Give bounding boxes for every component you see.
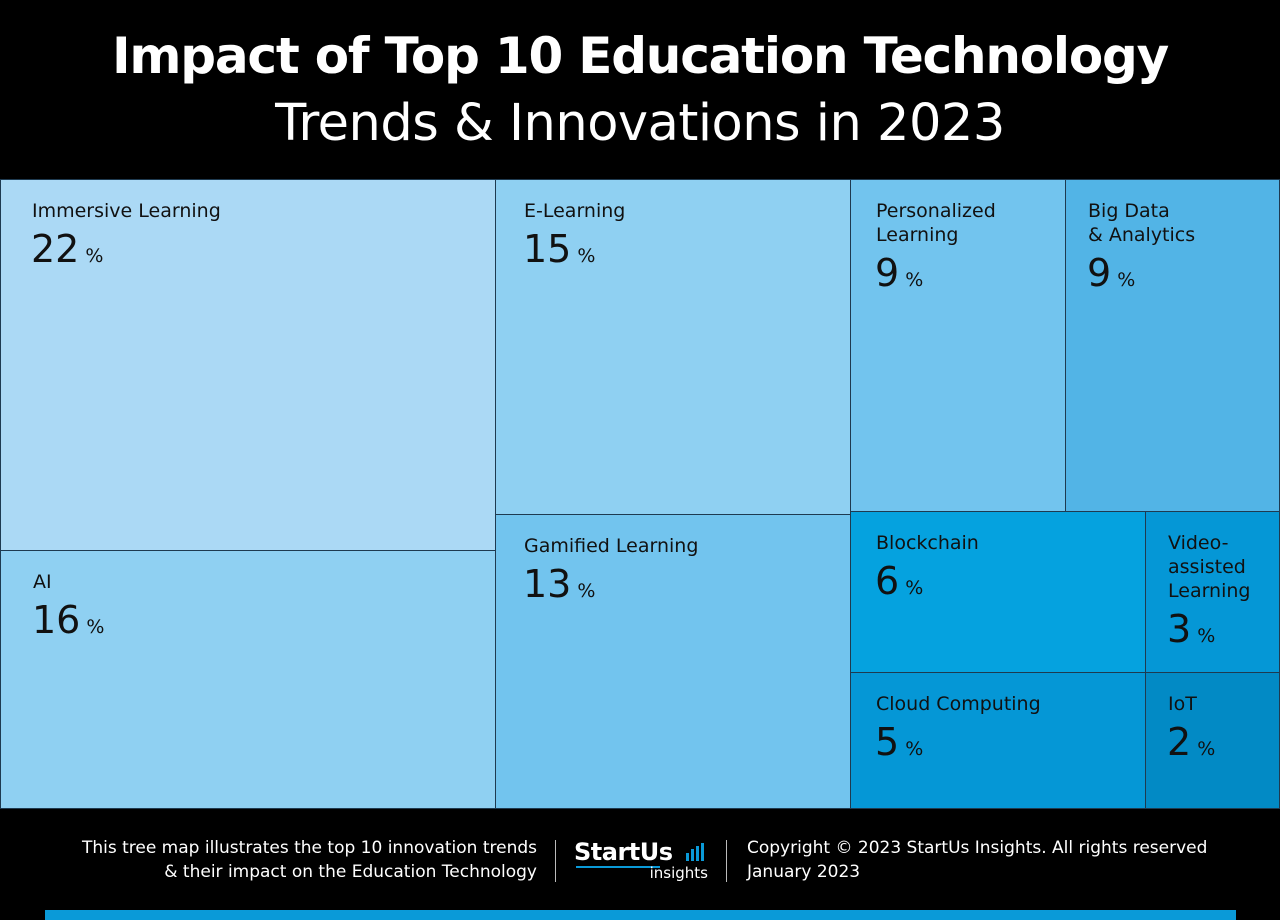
treemap-tile-video-assisted-learning: Video- assisted Learning 3% [1145,511,1280,673]
tile-value-number: 5 [875,720,900,764]
tile-value-number: 6 [875,559,900,603]
tile-value-unit: % [85,245,104,267]
chart-title: Impact of Top 10 Education Technology [111,27,1169,85]
tile-value: 9% [1087,253,1135,300]
tile-value: 16% [32,600,104,647]
footer-copyright: Copyright © 2023 StartUs Insights. All r… [747,836,1207,884]
tile-value-number: 15 [523,227,572,271]
tile-value-unit: % [905,738,924,760]
tile-label: IoT [1168,693,1197,715]
logo-subtext: insights [649,864,708,882]
treemap-tile-iot: IoT 2% [1145,672,1280,809]
copyright-text: Copyright © 2023 StartUs Insights. All r… [747,838,1208,858]
treemap-tile-personalized-learning: Personalized Learning 9% [850,179,1066,512]
tile-value-unit: % [577,580,596,602]
tile-label: Gamified Learning [524,535,699,557]
tile-value-unit: % [1117,269,1136,291]
tile-label: Immersive Learning [32,200,221,222]
tile-label: Big Data & Analytics [1088,200,1196,246]
treemap-tile-blockchain: Blockchain 6% [850,511,1146,673]
tile-label: Blockchain [876,532,979,554]
tile-value: 6% [875,561,923,608]
tile-label: AI [33,571,52,593]
tile-value-number: 22 [31,227,80,271]
tile-value: 9% [875,253,923,300]
tile-value: 22% [31,229,103,276]
tile-value: 13% [523,564,595,611]
startus-insights-logo: StartUs insights [574,838,708,884]
tile-value: 3% [1167,609,1215,656]
tile-value: 5% [875,722,923,769]
header: Impact of Top 10 Education Technology Tr… [0,0,1280,179]
footer-description-line2: & their impact on the Education Technolo… [164,862,537,882]
logo-wordmark: StartUs [574,838,673,866]
tile-value-unit: % [905,577,924,599]
treemap-tile-ai: AI 16% [0,550,496,809]
tile-value: 15% [523,229,595,276]
footer-description: This tree map illustrates the top 10 inn… [82,836,537,884]
treemap-tile-big-data-analytics: Big Data & Analytics 9% [1065,179,1280,512]
logo-underline [576,866,660,868]
tile-value: 2% [1167,722,1215,769]
footer-divider-left [555,840,556,882]
chart-subtitle: Trends & Innovations in 2023 [275,94,1005,153]
tile-value-number: 13 [523,562,572,606]
tile-label: E-Learning [524,200,626,222]
footer-divider-right [726,840,727,882]
treemap-tile-cloud-computing: Cloud Computing 5% [850,672,1146,809]
treemap-tile-e-learning: E-Learning 15% [495,179,851,515]
tile-value-number: 16 [32,598,81,642]
bottom-accent-bar [45,910,1236,920]
tile-value-unit: % [1197,738,1216,760]
treemap-tile-immersive-learning: Immersive Learning 22% [0,179,496,551]
tile-label: Cloud Computing [876,693,1041,715]
tile-value-number: 9 [875,251,900,295]
tile-value-number: 9 [1087,251,1112,295]
tile-value-number: 3 [1167,607,1192,651]
tile-label: Personalized Learning [876,200,996,246]
tile-value-unit: % [1197,625,1216,647]
tile-label: Video- assisted Learning [1168,532,1251,602]
tile-value-number: 2 [1167,720,1192,764]
publish-date: January 2023 [747,862,861,882]
footer-description-line1: This tree map illustrates the top 10 inn… [81,838,537,858]
treemap: Immersive Learning 22% AI 16% E-Learning 15% G… [0,179,1280,809]
bar-chart-icon [686,843,706,861]
tile-value-unit: % [905,269,924,291]
treemap-tile-gamified-learning: Gamified Learning 13% [495,514,851,809]
tile-value-unit: % [86,616,105,638]
tile-value-unit: % [577,245,596,267]
